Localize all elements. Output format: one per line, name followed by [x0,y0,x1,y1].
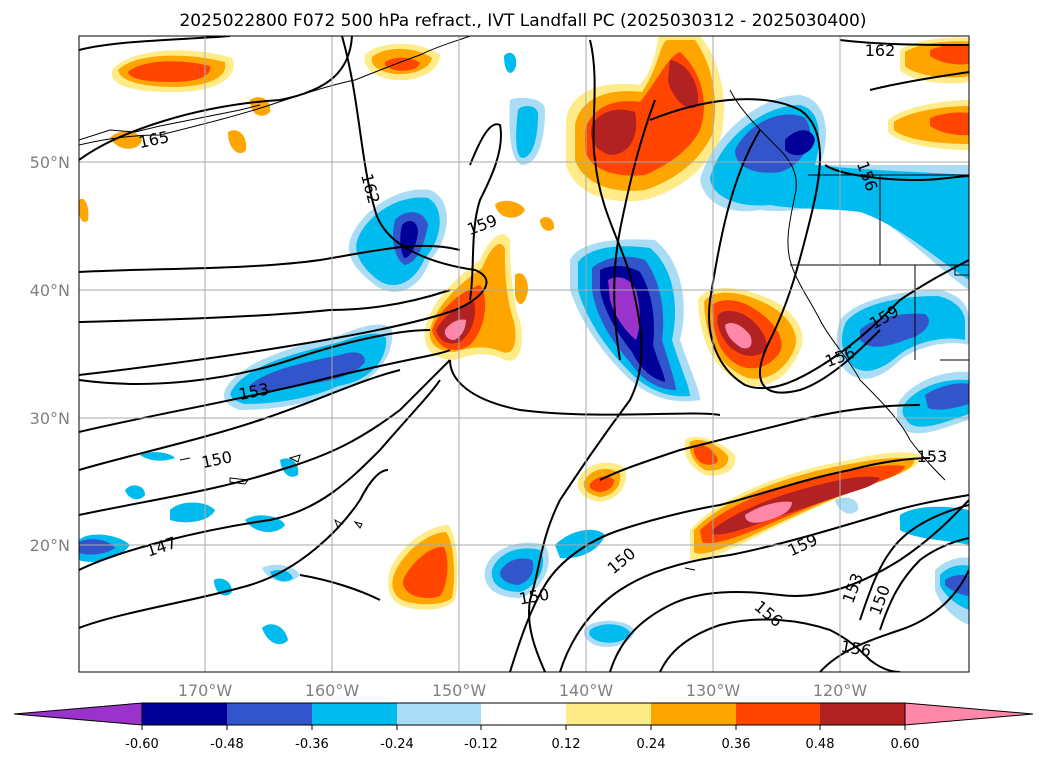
anomaly-south-hawaii [388,462,627,610]
lon-label-120w: 120°W [813,681,868,700]
lat-label-40n: 40°N [30,281,70,300]
longitude-labels: 170°W 160°W 150°W 140°W 130°W 120°W [178,681,868,700]
colorbar: -0.60 -0.48 -0.36 -0.24 -0.12 0.12 0.24 … [13,702,1034,752]
colorbar-tick-label: -0.36 [295,737,329,752]
colorbar-segment [566,703,651,725]
colorbar-tick-label: 0.12 [552,737,581,752]
colorbar-extend-max [904,702,1034,726]
colorbar-segment [481,703,566,725]
colorbar-extend-min [13,702,143,726]
height-contours [79,36,969,672]
colorbar-tick-label: 0.48 [806,737,835,752]
colorbar-tick-label: 0.60 [891,737,920,752]
lon-label-130w: 130°W [686,681,741,700]
map-panel: 165 162 159 156 153 150 147 162 159 156 … [78,35,970,673]
colorbar-segment [736,703,820,725]
colorbar-segment [397,703,481,725]
lon-label-140w: 140°W [559,681,614,700]
colorbar-segment [312,703,397,725]
shaded-anomalies [79,36,969,647]
colorbar-segment [820,703,905,725]
lon-label-170w: 170°W [178,681,233,700]
map-frame [78,35,970,673]
latitude-labels: 50°N 40°N 30°N 20°N [30,153,70,555]
anomaly-west-central [223,189,447,410]
contour-label-162-ne: 162 [865,41,896,60]
map-content: 165 162 159 156 153 150 147 162 159 156 … [79,36,969,672]
anomaly-left-edge [79,198,89,222]
colorbar-tick-label: -0.24 [380,737,414,752]
lat-label-30n: 30°N [30,409,70,428]
colorbar-tick-label: -0.60 [125,737,159,752]
colorbar-segment [651,703,736,725]
colorbar-tick-label: -0.48 [210,737,244,752]
colorbar-frame [141,702,906,726]
anomaly-gulf-alaska [566,36,724,202]
colorbar-tick-label: 0.24 [637,737,666,752]
anomaly-subtropical-river [690,452,921,561]
colorbar-segment [227,703,312,725]
colorbar-segment [142,703,227,725]
colorbar-ticks [141,725,906,730]
colorbar-tick-label: 0.36 [722,737,751,752]
lat-label-50n: 50°N [30,153,70,172]
map-title: 2025022800 F072 500 hPa refract., IVT La… [179,11,866,31]
lat-label-20n: 20°N [30,536,70,555]
anomaly-ne-corner [888,37,969,150]
colorbar-tick-label: -0.12 [464,737,498,752]
lon-label-150w: 150°W [432,681,487,700]
contour-label-153-east: 153 [917,447,948,466]
lat-lon-grid [79,36,969,672]
lon-label-160w: 160°W [305,681,360,700]
